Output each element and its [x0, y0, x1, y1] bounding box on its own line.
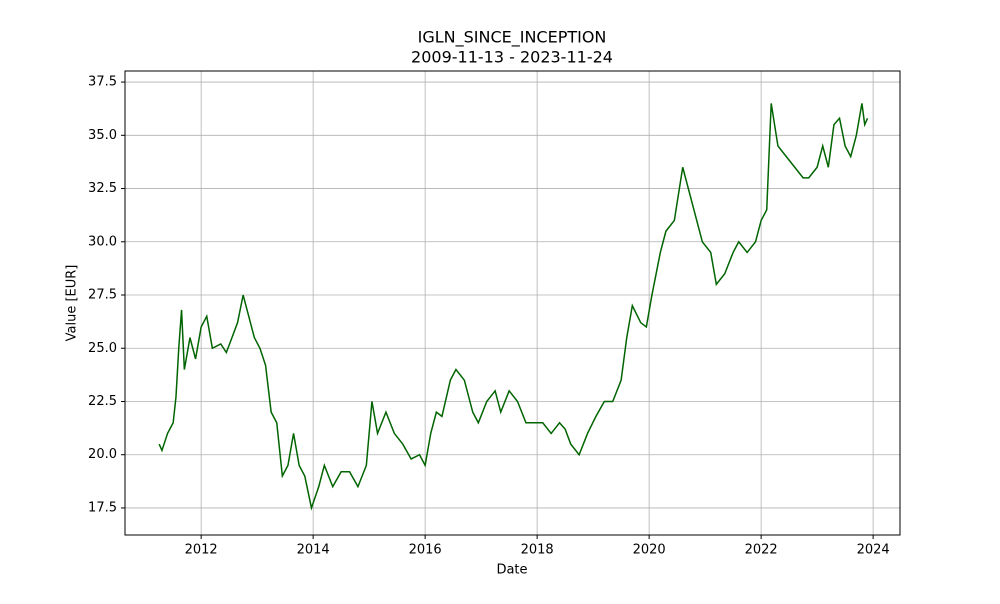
y-tick-label: 25.0	[88, 341, 117, 356]
y-tick-label: 37.5	[88, 75, 117, 90]
y-tick-label: 27.5	[88, 288, 117, 303]
x-axis-label: Date	[496, 563, 527, 578]
y-tick-label: 20.0	[88, 447, 117, 462]
x-tick-label: 2018	[521, 543, 554, 558]
y-tick-label: 17.5	[88, 500, 117, 515]
x-tick-label: 2016	[409, 543, 442, 558]
line-series	[158, 103, 869, 511]
x-tick-label: 2014	[297, 543, 330, 558]
x-tick-label: 2020	[633, 543, 666, 558]
y-tick-label: 30.0	[88, 234, 117, 249]
plot-frame	[124, 70, 901, 536]
x-tick-label: 2022	[745, 543, 778, 558]
chart-title: IGLN_SINCE_INCEPTION	[418, 28, 607, 48]
y-tick-label: 32.5	[88, 181, 117, 196]
chart-subtitle: 2009-11-13 - 2023-11-24	[411, 48, 613, 67]
y-tick-label: 35.0	[88, 128, 117, 143]
x-tick-label: 2024	[857, 543, 890, 558]
y-axis-label: Value [EUR]	[65, 265, 80, 342]
y-tick-label: 22.5	[88, 394, 117, 409]
x-tick-label: 2012	[185, 543, 218, 558]
